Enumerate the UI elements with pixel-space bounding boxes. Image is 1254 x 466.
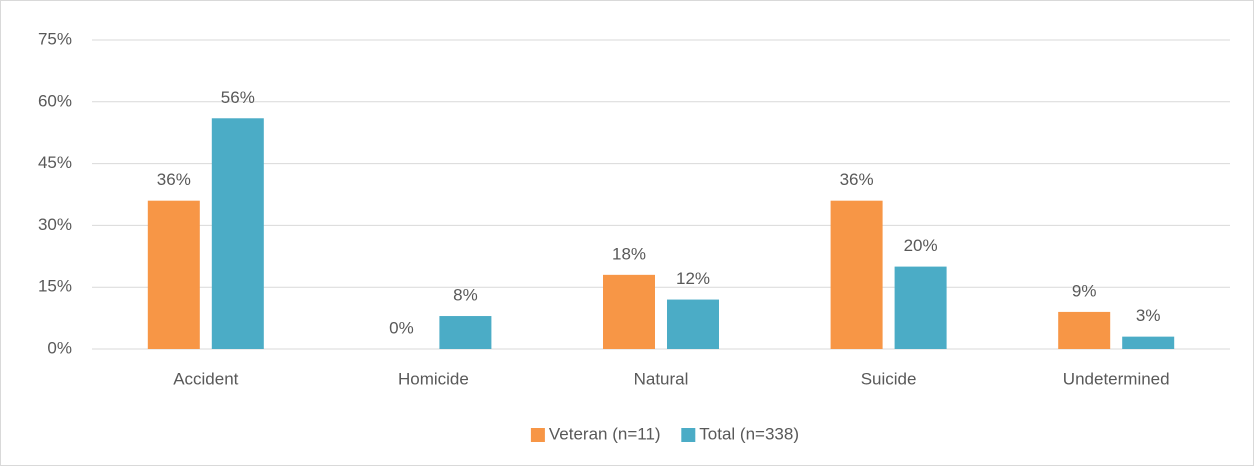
data-label: 36% [840, 170, 874, 189]
bar [1058, 311, 1111, 349]
bar [603, 274, 655, 349]
x-tick-label: Undetermined [1063, 369, 1170, 388]
bar [211, 118, 264, 349]
data-label: 18% [612, 244, 646, 263]
y-tick-label: 60% [38, 91, 72, 110]
x-tick-label: Accident [173, 369, 238, 388]
bar [147, 200, 200, 349]
x-tick-label: Suicide [861, 369, 917, 388]
data-label: 20% [904, 236, 938, 255]
data-label: 9% [1072, 281, 1097, 300]
data-label: 8% [453, 286, 478, 305]
bar [667, 299, 719, 349]
x-tick-label: Homicide [398, 369, 469, 388]
data-label: 56% [221, 88, 255, 107]
data-label: 0% [389, 318, 414, 337]
bar [439, 316, 492, 349]
data-label: 3% [1136, 306, 1161, 325]
data-label: 36% [157, 170, 191, 189]
y-tick-label: 30% [38, 215, 72, 234]
legend-swatch [530, 428, 545, 442]
legend-label: Veteran (n=11) [549, 424, 661, 443]
legend-swatch [681, 428, 696, 442]
y-tick-label: 15% [38, 277, 72, 296]
y-tick-label: 75% [38, 29, 72, 48]
bar [830, 200, 883, 349]
y-tick-label: 0% [47, 338, 72, 357]
y-tick-label: 45% [38, 153, 72, 172]
x-tick-label: Natural [634, 369, 689, 388]
data-label: 12% [676, 269, 710, 288]
bar [894, 266, 947, 349]
legend-label: Total (n=338) [699, 424, 799, 443]
bar [1122, 336, 1175, 349]
